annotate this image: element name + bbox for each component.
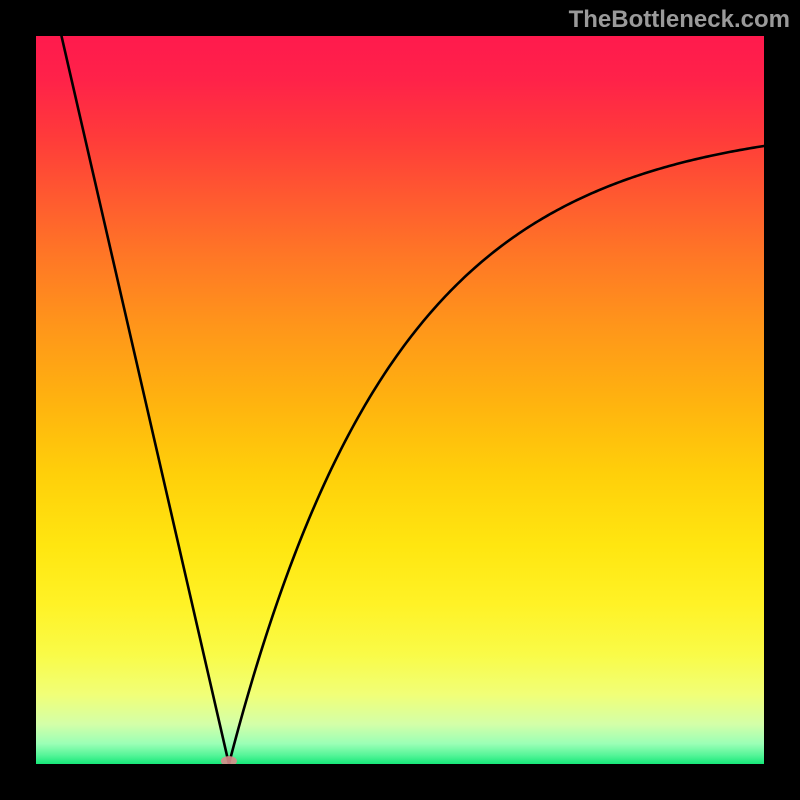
plot-area [36, 36, 764, 764]
chart-svg [36, 36, 764, 764]
watermark-text: TheBottleneck.com [569, 6, 790, 34]
